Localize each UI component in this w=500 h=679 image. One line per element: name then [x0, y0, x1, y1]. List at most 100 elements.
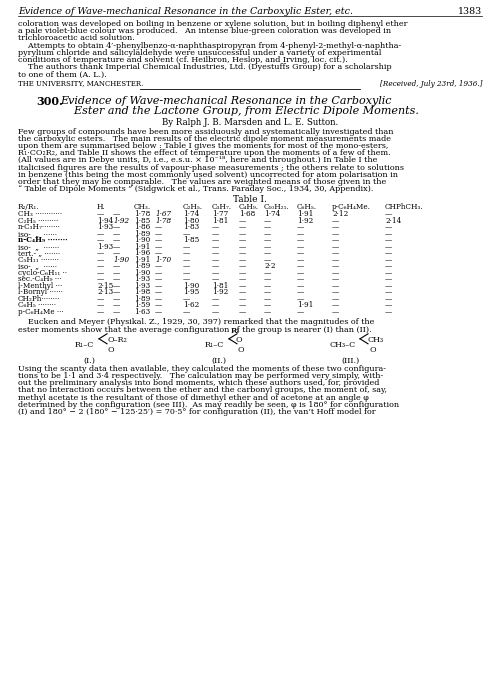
Text: —: — — [155, 223, 162, 232]
Text: —: — — [212, 262, 219, 270]
Text: The authors thank Imperial Chemical Industries, Ltd. (Dyestuffs Group) for a sch: The authors thank Imperial Chemical Indu… — [18, 63, 392, 71]
Text: determined by the configuration (see III).  As may readily be seen, φ is 180° fo: determined by the configuration (see III… — [18, 401, 399, 409]
Text: C₆H₅ ········: C₆H₅ ········ — [18, 301, 56, 310]
Text: C₅H₁₁ ········: C₅H₁₁ ········ — [18, 256, 59, 264]
Text: Ester and the Lactone Group, from Electric Dipole Moments.: Ester and the Lactone Group, from Electr… — [60, 106, 419, 115]
Text: —: — — [155, 276, 162, 283]
Text: conditions of temperature and solvent (cf. Heilbron, Heslop, and Irving, loc. ci: conditions of temperature and solvent (c… — [18, 56, 348, 64]
Text: —: — — [239, 236, 246, 244]
Text: italicised figures are the results of vapour-phase measurements ; the others rel: italicised figures are the results of va… — [18, 164, 404, 172]
Text: —: — — [212, 256, 219, 264]
Text: 1·68: 1·68 — [239, 210, 256, 219]
Text: CH₃ ············: CH₃ ············ — [18, 210, 62, 219]
Text: Table I.: Table I. — [233, 196, 267, 204]
Text: —: — — [332, 230, 339, 238]
Text: —: — — [155, 295, 162, 303]
Text: out the preliminary analysis into bond moments, which these authors used, for, p: out the preliminary analysis into bond m… — [18, 379, 380, 387]
Text: —: — — [297, 236, 304, 244]
Text: —: — — [332, 243, 339, 251]
Text: 1·89: 1·89 — [134, 230, 150, 238]
Text: —: — — [113, 276, 120, 283]
Text: (III.): (III.) — [341, 356, 359, 365]
Text: —: — — [297, 249, 304, 257]
Text: p-C₆H₄Me ···: p-C₆H₄Me ··· — [18, 308, 64, 316]
Text: 1·74: 1·74 — [183, 210, 199, 219]
Text: —: — — [97, 262, 104, 270]
Text: 2·2: 2·2 — [264, 262, 276, 270]
Text: —: — — [332, 282, 339, 290]
Text: iso-  „  ······: iso- „ ······ — [18, 230, 57, 238]
Text: —: — — [183, 308, 190, 316]
Text: a pale violet-blue colour was produced.   An intense blue-green coloration was d: a pale violet-blue colour was produced. … — [18, 27, 391, 35]
Text: 1·70: 1·70 — [155, 256, 171, 264]
Text: —: — — [264, 230, 271, 238]
Text: iso-  „  ······: iso- „ ······ — [18, 262, 57, 270]
Text: tions to be 1·1 and 3·4 respectively.   The calculation may be performed very si: tions to be 1·1 and 3·4 respectively. Th… — [18, 372, 384, 380]
Text: —: — — [385, 223, 392, 232]
Text: —: — — [212, 276, 219, 283]
Text: —: — — [385, 282, 392, 290]
Text: —: — — [239, 223, 246, 232]
Text: 1·85: 1·85 — [183, 236, 199, 244]
Text: —: — — [155, 230, 162, 238]
Text: 1·91: 1·91 — [134, 243, 150, 251]
Text: C₂H₅ ·········: C₂H₅ ········· — [18, 217, 58, 225]
Text: Eucken and Meyer (Physikal. Z., 1929, 30, 397) remarked that the magnitudes of t: Eucken and Meyer (Physikal. Z., 1929, 30… — [18, 318, 374, 327]
Text: —: — — [297, 230, 304, 238]
Text: O: O — [369, 346, 376, 354]
Text: —: — — [183, 295, 190, 303]
Text: —: — — [332, 276, 339, 283]
Text: ester moments show that the average configuration of the group is nearer (I) tha: ester moments show that the average conf… — [18, 326, 372, 333]
Text: —: — — [239, 295, 246, 303]
Text: CH₃.: CH₃. — [134, 204, 151, 211]
Text: —: — — [239, 269, 246, 277]
Text: —: — — [155, 262, 162, 270]
Text: 1·83: 1·83 — [183, 223, 199, 232]
Text: 2·13: 2·13 — [97, 289, 113, 297]
Text: —: — — [385, 301, 392, 310]
Text: 1·78: 1·78 — [134, 210, 150, 219]
Text: —: — — [332, 301, 339, 310]
Text: —: — — [113, 289, 120, 297]
Text: H.: H. — [97, 204, 106, 211]
Text: 1·92: 1·92 — [113, 217, 129, 225]
Text: —: — — [239, 289, 246, 297]
Text: 1·63: 1·63 — [134, 308, 150, 316]
Text: —: — — [264, 301, 271, 310]
Text: —: — — [212, 249, 219, 257]
Text: 1·67: 1·67 — [155, 210, 171, 219]
Text: —: — — [239, 301, 246, 310]
Text: —: — — [264, 276, 271, 283]
Text: C₆H₅.: C₆H₅. — [297, 204, 317, 211]
Text: —: — — [385, 256, 392, 264]
Text: —: — — [113, 236, 120, 244]
Text: 1·90: 1·90 — [134, 269, 150, 277]
Text: 2·14: 2·14 — [385, 217, 401, 225]
Text: 1·94: 1·94 — [97, 217, 113, 225]
Text: —: — — [97, 301, 104, 310]
Text: —: — — [297, 269, 304, 277]
Text: Few groups of compounds have been more assiduously and systematically investigat: Few groups of compounds have been more a… — [18, 128, 394, 136]
Text: —: — — [97, 295, 104, 303]
Text: —: — — [332, 217, 339, 225]
Text: methyl acetate is the resultant of those of dimethyl ether and of acetone at an : methyl acetate is the resultant of those… — [18, 394, 369, 401]
Text: —: — — [183, 262, 190, 270]
Text: —: — — [155, 282, 162, 290]
Text: —: — — [297, 276, 304, 283]
Text: Using the scanty data then available, they calculated the moments of these two c: Using the scanty data then available, th… — [18, 365, 386, 373]
Text: 2·12: 2·12 — [332, 210, 348, 219]
Text: 1·62: 1·62 — [183, 301, 199, 310]
Text: —: — — [385, 262, 392, 270]
Text: —: — — [155, 289, 162, 297]
Text: that no interaction occurs between the ether and the carbonyl groups, the moment: that no interaction occurs between the e… — [18, 386, 387, 394]
Text: —: — — [297, 223, 304, 232]
Text: —: — — [113, 230, 120, 238]
Text: CHPhCH₃.: CHPhCH₃. — [385, 204, 424, 211]
Text: —: — — [239, 308, 246, 316]
Text: —: — — [113, 262, 120, 270]
Text: —: — — [332, 256, 339, 264]
Text: —: — — [239, 262, 246, 270]
Text: 1·91: 1·91 — [297, 301, 314, 310]
Text: 1·81: 1·81 — [212, 217, 228, 225]
Text: C₃H₇.: C₃H₇. — [212, 204, 232, 211]
